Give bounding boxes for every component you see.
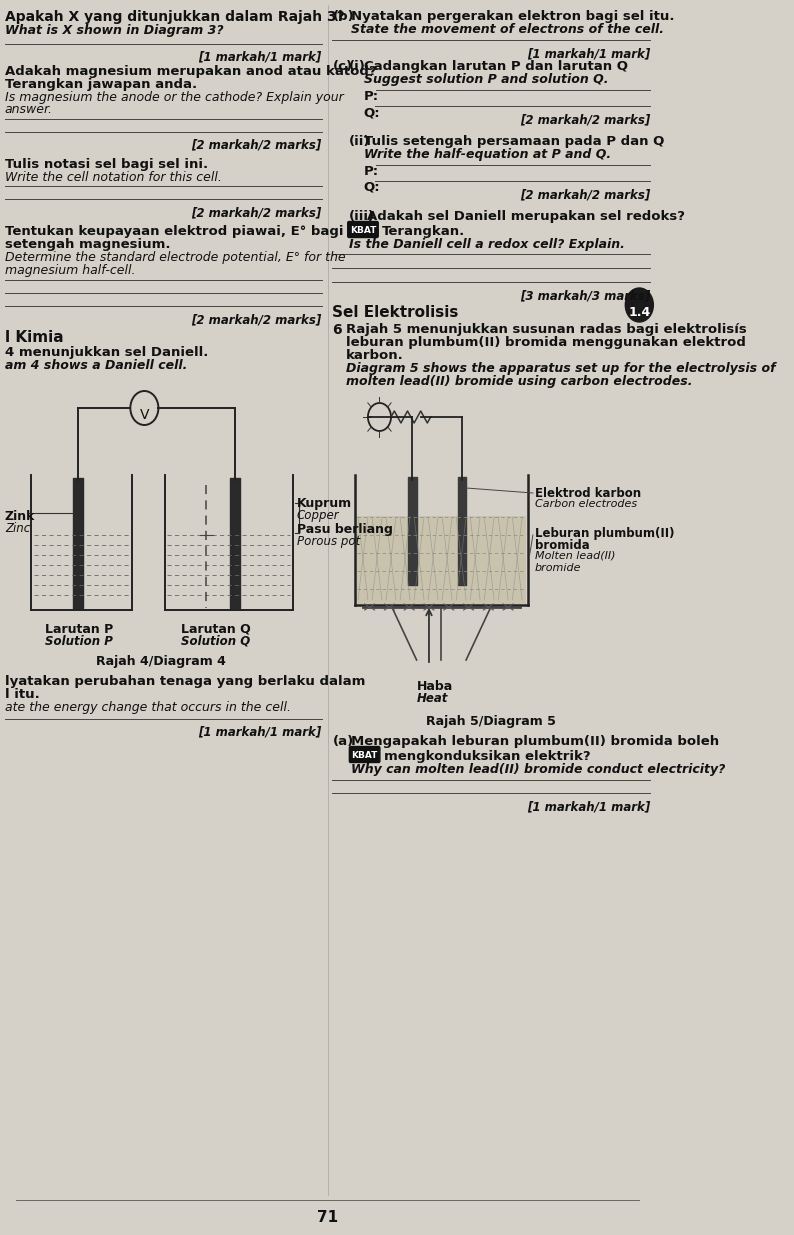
Text: Rajah 5 menunjukkan susunan radas bagi elektrolisís: Rajah 5 menunjukkan susunan radas bagi e… [345,324,746,336]
Text: Copper: Copper [297,509,340,522]
Text: Pasu berliang: Pasu berliang [297,522,393,536]
Text: KBAT: KBAT [352,751,378,760]
Text: [3 markah/3 marks]: [3 markah/3 marks] [520,289,650,303]
Text: Solution P: Solution P [45,635,114,648]
Text: Leburan plumbum(II): Leburan plumbum(II) [534,527,674,540]
Text: l Kimia: l Kimia [5,330,64,345]
Text: [2 markah/2 marks]: [2 markah/2 marks] [191,206,322,219]
Text: Cadangkan larutan P dan larutan Q: Cadangkan larutan P dan larutan Q [364,61,628,73]
Text: (iii): (iii) [349,210,375,224]
Text: Larutan P: Larutan P [45,622,114,636]
Text: [2 markah/2 marks]: [2 markah/2 marks] [520,188,650,201]
Text: Zink: Zink [5,510,35,522]
Text: 6: 6 [333,324,342,337]
Text: Zinc: Zinc [5,522,30,535]
Text: setengah magnesium.: setengah magnesium. [5,238,171,251]
Text: [1 markah/1 mark]: [1 markah/1 mark] [526,800,650,813]
Text: magnesium half-cell.: magnesium half-cell. [5,264,136,277]
Text: ate the energy change that occurs in the cell.: ate the energy change that occurs in the… [5,701,291,714]
Text: [1 markah/1 mark]: [1 markah/1 mark] [198,49,322,63]
Text: Haba: Haba [417,680,453,693]
Text: Q:: Q: [364,106,380,119]
Text: Apakah X yang ditunjukkan dalam Rajah 3?: Apakah X yang ditunjukkan dalam Rajah 3? [5,10,345,23]
Text: mengkonduksikan elektrik?: mengkonduksikan elektrik? [384,750,590,763]
Text: Terangkan jawapan anda.: Terangkan jawapan anda. [5,78,197,91]
Text: lyatakan perubahan tenaga yang berlaku dalam: lyatakan perubahan tenaga yang berlaku d… [5,676,365,688]
Text: [1 markah/1 mark]: [1 markah/1 mark] [526,47,650,61]
Text: Adakah sel Daniell merupakan sel redoks?: Adakah sel Daniell merupakan sel redoks? [367,210,685,224]
Text: P:: P: [364,90,379,103]
Text: What is X shown in Diagram 3?: What is X shown in Diagram 3? [5,23,224,37]
Text: Tulis setengah persamaan pada P dan Q: Tulis setengah persamaan pada P dan Q [364,135,664,148]
Text: State the movement of electrons of the cell.: State the movement of electrons of the c… [351,23,664,36]
Text: karbon.: karbon. [345,350,403,362]
Text: (c): (c) [333,61,353,73]
Text: V: V [140,408,149,422]
Text: (ii): (ii) [349,135,371,148]
Text: KBAT: KBAT [350,226,376,235]
Text: bromida: bromida [534,538,589,552]
Text: Tulis notasi sel bagi sel ini.: Tulis notasi sel bagi sel ini. [5,158,208,170]
Text: 1.4: 1.4 [628,305,650,319]
FancyBboxPatch shape [348,221,378,237]
Text: Adakah magnesium merupakan anod atau katod?: Adakah magnesium merupakan anod atau kat… [5,65,376,78]
Text: molten lead(II) bromide using carbon electrodes.: molten lead(II) bromide using carbon ele… [345,375,692,388]
Text: Mengapakah leburan plumbum(II) bromida boleh: Mengapakah leburan plumbum(II) bromida b… [351,735,719,748]
Text: Diagram 5 shows the apparatus set up for the electrolysis of: Diagram 5 shows the apparatus set up for… [345,362,775,375]
Text: Q:: Q: [364,182,380,194]
Text: Write the half-equation at P and Q.: Write the half-equation at P and Q. [364,148,611,161]
Text: Heat: Heat [417,692,448,705]
Text: Carbon electrodes: Carbon electrodes [534,499,637,509]
Text: (i): (i) [349,61,366,73]
Text: Write the cell notation for this cell.: Write the cell notation for this cell. [5,170,222,184]
Text: Molten lead(II): Molten lead(II) [534,551,615,561]
Text: Solution Q: Solution Q [182,635,251,648]
Text: [1 markah/1 mark]: [1 markah/1 mark] [198,725,322,739]
Text: Is the Daniell cell a redox cell? Explain.: Is the Daniell cell a redox cell? Explai… [349,238,625,251]
Text: 4 menunjukkan sel Daniell.: 4 menunjukkan sel Daniell. [5,346,208,359]
Text: leburan plumbum(II) bromida menggunakan elektrod: leburan plumbum(II) bromida menggunakan … [345,336,746,350]
Text: Rajah 5/Diagram 5: Rajah 5/Diagram 5 [426,715,556,727]
Text: answer.: answer. [5,103,53,116]
Text: Rajah 4/Diagram 4: Rajah 4/Diagram 4 [96,655,225,668]
Text: (b): (b) [333,10,354,23]
Text: Porous pot: Porous pot [297,535,360,548]
Text: Determine the standard electrode potential, E° for the: Determine the standard electrode potenti… [5,251,345,264]
Bar [357,516,526,604]
Text: [2 markah/2 marks]: [2 markah/2 marks] [191,312,322,326]
Text: Sel Elektrolisis: Sel Elektrolisis [333,305,459,320]
Text: Tentukan keupayaan elektrod piawai, E° bagi sel: Tentukan keupayaan elektrod piawai, E° b… [5,225,369,238]
Text: bromide: bromide [534,563,581,573]
Circle shape [626,288,653,322]
Text: Kuprum: Kuprum [297,496,352,510]
Text: Terangkan.: Terangkan. [382,225,465,238]
FancyBboxPatch shape [349,746,380,762]
Text: P:: P: [364,165,379,178]
Text: Elektrod karbon: Elektrod karbon [534,487,641,500]
Text: l itu.: l itu. [5,688,40,701]
Text: Is magnesium the anode or the cathode? Explain your: Is magnesium the anode or the cathode? E… [5,91,344,104]
Text: 71: 71 [317,1210,338,1225]
Text: Nyatakan pergerakan elektron bagi sel itu.: Nyatakan pergerakan elektron bagi sel it… [351,10,674,23]
Text: Why can molten lead(II) bromide conduct electricity?: Why can molten lead(II) bromide conduct … [351,763,725,776]
Text: am 4 shows a Daniell cell.: am 4 shows a Daniell cell. [5,359,187,372]
Text: [2 markah/2 marks]: [2 markah/2 marks] [191,138,322,151]
Text: (a): (a) [333,735,353,748]
Text: Suggest solution P and solution Q.: Suggest solution P and solution Q. [364,73,608,86]
Text: Larutan Q: Larutan Q [182,622,251,636]
Text: [2 markah/2 marks]: [2 markah/2 marks] [520,112,650,126]
